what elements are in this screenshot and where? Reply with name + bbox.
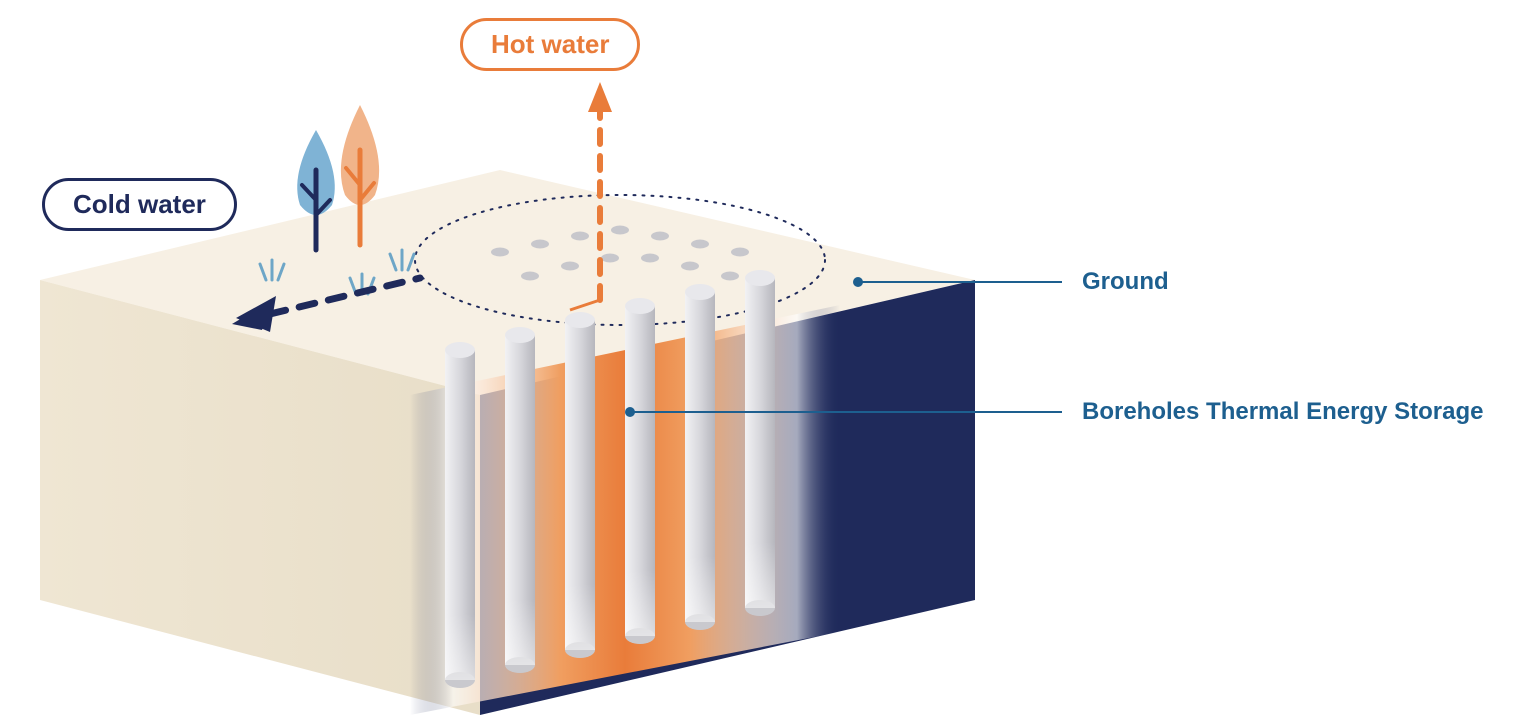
- borehole-3: [565, 312, 595, 658]
- callout-btes: Boreholes Thermal Energy Storage: [1082, 398, 1483, 426]
- borehole-4: [625, 298, 655, 644]
- hot-water-label: Hot water: [460, 18, 640, 71]
- borehole-5: [685, 284, 715, 630]
- diagram-svg: [0, 0, 1536, 719]
- callout-ground: Ground: [1082, 268, 1169, 296]
- callout-ground-text: Ground: [1082, 268, 1169, 295]
- cold-water-text: Cold water: [73, 189, 206, 219]
- borehole-1: [445, 342, 475, 688]
- diagram-stage: Cold water Hot water Ground Boreholes Th…: [0, 0, 1536, 719]
- cold-water-label: Cold water: [42, 178, 237, 231]
- callout-btes-text: Boreholes Thermal Energy Storage: [1082, 398, 1483, 425]
- borehole-6: [745, 270, 775, 616]
- hot-water-text: Hot water: [491, 29, 609, 59]
- borehole-2: [505, 327, 535, 673]
